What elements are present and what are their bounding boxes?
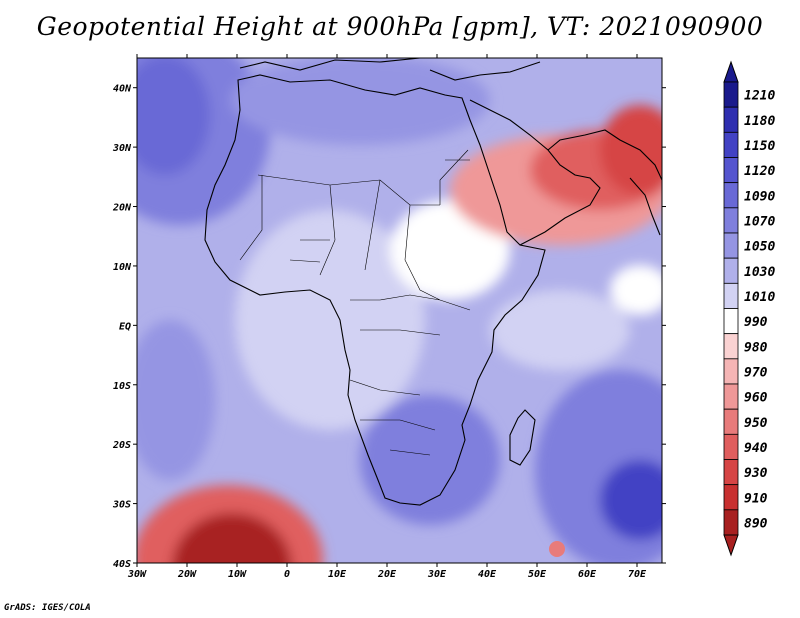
colorbar-top-arrow bbox=[723, 60, 739, 83]
madagascar-coastline bbox=[509, 409, 536, 466]
colorbar-label: 960 bbox=[744, 391, 768, 406]
geopotential-height-field bbox=[137, 58, 662, 563]
arabia-coastline bbox=[469, 99, 601, 246]
lon-tick-label: 0 bbox=[284, 569, 290, 580]
colorbar-bottom-arrow bbox=[723, 534, 739, 557]
grads-credit: GrADS: IGES/COLA bbox=[4, 603, 91, 613]
map-title: Geopotential Height at 900hPa [gpm], VT:… bbox=[36, 12, 764, 41]
lon-tick-label: 40E bbox=[478, 569, 497, 580]
west-indian-ocean-region bbox=[490, 290, 630, 370]
lon-tick-label: 20W bbox=[177, 569, 197, 580]
indian-ocean-high-core bbox=[600, 460, 662, 540]
south-atlantic-west-region bbox=[137, 320, 215, 480]
colorbar-label: 910 bbox=[744, 491, 768, 506]
lon-tick-label: 60E bbox=[578, 569, 597, 580]
coastlines bbox=[204, 58, 662, 506]
pakistan-heat-low bbox=[600, 105, 662, 195]
south-atlantic-low-core bbox=[172, 513, 292, 563]
colorbar-swatch bbox=[723, 408, 739, 435]
azores-high-core bbox=[137, 58, 210, 175]
colorbar-label: 1030 bbox=[744, 265, 775, 280]
colorbar-swatch bbox=[723, 207, 739, 234]
colorbar: 1210 1180 1150 1120 1090 1070 1050 1030 1010 990 9… bbox=[723, 60, 775, 557]
sahara-north-region bbox=[230, 58, 490, 145]
colorbar-swatch bbox=[723, 157, 739, 184]
colorbar-label: 1150 bbox=[744, 139, 775, 154]
colorbar-swatch bbox=[723, 433, 739, 460]
colorbar-label: 990 bbox=[744, 315, 768, 330]
colorbar-label: 930 bbox=[744, 466, 768, 481]
colorbar-swatch bbox=[723, 81, 739, 108]
lat-tick-label: 40N bbox=[113, 84, 132, 95]
colorbar-label: 1090 bbox=[744, 189, 775, 204]
lon-tick-label: 20E bbox=[377, 569, 397, 580]
lon-tick-label: 10E bbox=[328, 569, 347, 580]
colorbar-label: 980 bbox=[744, 340, 768, 355]
map-axes: 30W 20W 10W 0 10E 20E 30E 40E 50E 60E 70E 40N 30N 20N… bbox=[112, 54, 666, 580]
colorbar-swatch bbox=[723, 131, 739, 158]
colorbar-swatch bbox=[723, 282, 739, 309]
colorbar-label: 1050 bbox=[744, 240, 775, 255]
lon-tick-label: 30E bbox=[427, 569, 447, 580]
colorbar-swatch bbox=[723, 509, 739, 536]
colorbar-label: 940 bbox=[744, 441, 768, 456]
map-frame bbox=[136, 57, 663, 564]
europe-coastline bbox=[239, 58, 541, 81]
africa-coastline bbox=[204, 74, 546, 506]
lon-tick-label: 50E bbox=[528, 569, 547, 580]
persian-gulf-coastline bbox=[547, 129, 662, 181]
colorbar-label: 950 bbox=[744, 416, 768, 431]
colorbar-label: 1070 bbox=[744, 214, 775, 229]
country-borders bbox=[239, 149, 471, 456]
lon-tick-label: 10W bbox=[228, 569, 247, 580]
lon-tick-label: 70E bbox=[628, 569, 647, 580]
colorbar-label: 1180 bbox=[744, 114, 775, 129]
madagascar-south-low bbox=[549, 541, 565, 557]
lat-tick-label: EQ bbox=[119, 321, 131, 332]
lat-tick-label: 10S bbox=[113, 381, 131, 392]
colorbar-label: 1210 bbox=[744, 89, 775, 104]
lat-tick-label: 30N bbox=[112, 143, 132, 154]
lat-tick-label: 40S bbox=[113, 559, 131, 570]
lat-tick-label: 10N bbox=[113, 262, 132, 273]
colorbar-swatch bbox=[723, 257, 739, 284]
southern-africa-region bbox=[360, 395, 500, 525]
colorbar-label: 890 bbox=[744, 516, 768, 531]
lon-tick-label: 30W bbox=[127, 569, 147, 580]
colorbar-label: 1010 bbox=[744, 290, 775, 305]
colorbar-label: 970 bbox=[744, 365, 768, 380]
colorbar-swatch bbox=[723, 383, 739, 410]
lat-tick-label: 20N bbox=[112, 203, 132, 214]
colorbar-swatch bbox=[723, 484, 739, 511]
equatorial-indian-ocean-minimum bbox=[610, 265, 662, 315]
india-coastline bbox=[629, 177, 661, 236]
colorbar-swatch bbox=[723, 232, 739, 259]
central-africa-region bbox=[235, 210, 425, 430]
colorbar-swatch bbox=[723, 459, 739, 486]
lat-tick-label: 30S bbox=[112, 500, 131, 511]
colorbar-swatch bbox=[723, 308, 739, 335]
colorbar-swatch bbox=[723, 106, 739, 133]
colorbar-label: 1120 bbox=[744, 164, 775, 179]
colorbar-swatch bbox=[723, 182, 739, 209]
colorbar-swatch bbox=[723, 358, 739, 385]
lat-tick-label: 20S bbox=[112, 440, 131, 451]
colorbar-swatch bbox=[723, 333, 739, 360]
